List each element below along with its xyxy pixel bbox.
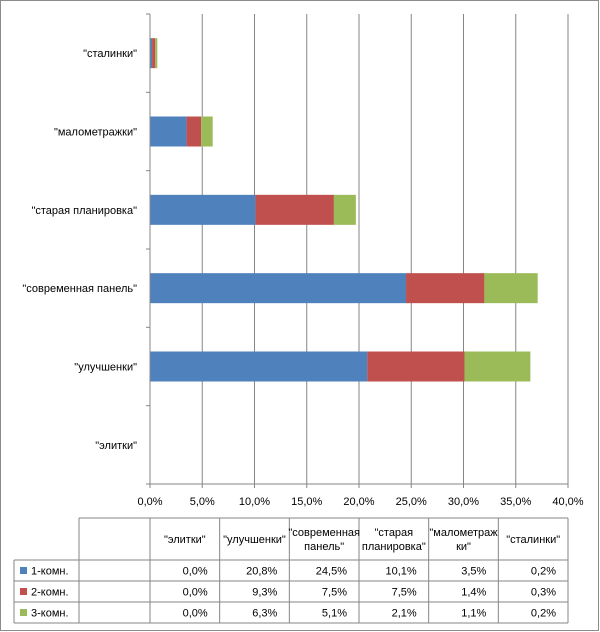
table-header-label: "малометраж (429, 527, 498, 539)
table-value: 9,3% (252, 587, 277, 599)
category-label: "сталинки" (83, 48, 137, 60)
x-tick-label: 5,0% (190, 496, 215, 508)
table-header-label: панель" (304, 541, 344, 553)
table-value: 20,8% (246, 566, 277, 578)
table-header-label: "улучшенки" (223, 534, 286, 546)
legend-label: 3-комн. (31, 608, 69, 620)
table-value: 5,1% (322, 608, 347, 620)
table-value: 0,0% (183, 566, 208, 578)
table-value: 24,5% (316, 566, 347, 578)
bar-segment (464, 351, 531, 382)
table-header-label: "элитки" (164, 534, 206, 546)
x-tick-label: 10,0% (239, 496, 270, 508)
table-value: 1,4% (461, 587, 486, 599)
x-tick-label: 15,0% (291, 496, 322, 508)
table-value: 2,1% (392, 608, 417, 620)
bar-segment (484, 273, 538, 304)
table-header-label: "старая (375, 527, 414, 539)
bar-segment (150, 273, 407, 304)
bar-segment (186, 116, 202, 147)
bar-segment (155, 38, 158, 69)
table-value: 0,2% (531, 608, 556, 620)
bar-segment (201, 116, 213, 147)
bar-segment (150, 194, 256, 225)
table-header-label: "современная (288, 527, 360, 539)
table-header-label: "сталинки" (506, 534, 560, 546)
table-value: 10,1% (385, 566, 416, 578)
table-value: 3,5% (461, 566, 486, 578)
category-label: "современная панель" (22, 283, 137, 295)
bar-segment (152, 38, 156, 69)
x-tick-label: 25,0% (396, 496, 427, 508)
table-value: 1,1% (461, 608, 486, 620)
category-label: "старая планировка" (31, 205, 137, 217)
category-label: "улучшенки" (74, 362, 137, 374)
legend-swatch (20, 588, 27, 595)
bar-segment (406, 273, 485, 304)
table-value: 0,0% (183, 608, 208, 620)
legend-swatch (20, 609, 27, 616)
table-header-label: ки" (456, 541, 471, 553)
x-tick-label: 20,0% (343, 496, 374, 508)
x-tick-label: 0,0% (137, 496, 162, 508)
table-value: 6,3% (252, 608, 277, 620)
x-tick-label: 40,0% (552, 496, 583, 508)
table-value: 7,5% (322, 587, 347, 599)
bar-segment (150, 116, 187, 147)
category-label: "малометражки" (54, 127, 137, 139)
legend-swatch (20, 567, 27, 574)
table-value: 0,2% (531, 566, 556, 578)
table-header-label: планировка" (362, 541, 426, 553)
bar-segment (150, 38, 153, 69)
category-label: "элитки" (95, 440, 137, 452)
x-tick-label: 30,0% (448, 496, 479, 508)
legend-label: 2-комн. (31, 587, 69, 599)
legend-label: 1-комн. (31, 566, 69, 578)
bar-segment (150, 351, 368, 382)
table-value: 0,0% (183, 587, 208, 599)
bar-segment (255, 194, 334, 225)
bar-segment (333, 194, 356, 225)
x-tick-label: 35,0% (500, 496, 531, 508)
bar-segment (367, 351, 465, 382)
table-value: 7,5% (392, 587, 417, 599)
table-value: 0,3% (531, 587, 556, 599)
